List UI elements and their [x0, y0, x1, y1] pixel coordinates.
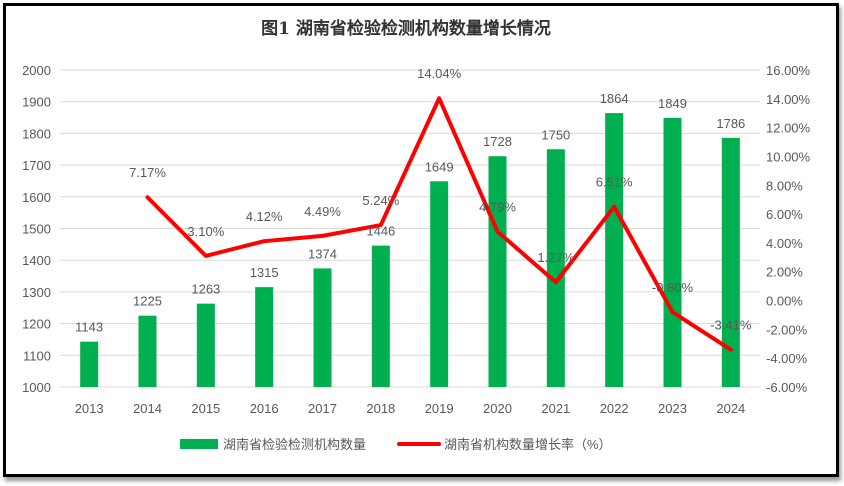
left-tick-label: 2000 [22, 63, 51, 78]
right-tick-label: 0.00% [766, 294, 803, 309]
chart-title: 图1 湖南省检验检测机构数量增长情况 [261, 18, 551, 39]
legend-bar-swatch [180, 439, 218, 449]
right-tick-label: 8.00% [766, 178, 803, 193]
legend-line-label: 湖南省机构数量增长率（%） [444, 437, 612, 452]
left-tick-label: 1100 [23, 348, 51, 363]
line-data-label: 4.12% [246, 209, 283, 224]
bar-data-label: 1263 [191, 282, 220, 297]
left-tick-label: 1500 [22, 222, 51, 237]
bar [488, 156, 507, 387]
line-data-label: 7.17% [129, 165, 166, 180]
right-tick-label: 6.00% [766, 207, 803, 222]
line-data-label: 4.79% [479, 200, 516, 215]
bar [138, 315, 157, 387]
bar-data-label: 1649 [425, 159, 454, 174]
line-data-label: 1.27% [537, 250, 574, 265]
bar-data-label: 1786 [716, 116, 745, 131]
right-tick-label: -6.00% [766, 380, 808, 395]
line-data-label: 6.51% [596, 175, 633, 190]
bar [371, 245, 390, 387]
bar-data-label: 1849 [658, 96, 687, 111]
x-tick-label: 2016 [250, 401, 279, 416]
bar-data-label: 1446 [366, 224, 395, 239]
bar [80, 341, 99, 387]
line-data-label: 3.10% [187, 224, 224, 239]
legend-bar-label: 湖南省检验检测机构数量 [223, 437, 366, 452]
x-tick-label: 2018 [366, 401, 395, 416]
bar-data-label: 1864 [600, 91, 629, 106]
bar [196, 303, 215, 387]
right-tick-label: 16.00% [766, 63, 811, 78]
bar-data-label: 1225 [133, 294, 162, 309]
left-tick-label: 1900 [22, 95, 51, 110]
right-tick-label: 12.00% [766, 121, 811, 136]
x-tick-label: 2021 [541, 401, 570, 416]
bar [255, 287, 274, 387]
right-tick-label: -2.00% [766, 322, 808, 337]
x-tick-label: 2023 [658, 401, 687, 416]
line-data-label: 14.04% [417, 66, 462, 81]
left-tick-label: 1600 [22, 190, 51, 205]
left-tick-label: 1300 [22, 285, 51, 300]
bar-data-label: 1315 [250, 265, 279, 280]
right-tick-label: -4.00% [766, 351, 808, 366]
bar-data-label: 1750 [541, 127, 570, 142]
line-data-label: 4.49% [304, 204, 341, 219]
right-tick-label: 10.00% [766, 149, 811, 164]
bar-data-label: 1728 [483, 134, 512, 149]
bar [313, 268, 332, 387]
chart-frame: 图1 湖南省检验检测机构数量增长情况 1143 1225 1263 1315 1374 1… [3, 3, 839, 477]
right-tick-label: 14.00% [766, 92, 811, 107]
x-tick-label: 2024 [716, 401, 745, 416]
x-tick-label: 2014 [133, 401, 162, 416]
x-tick-label: 2015 [191, 401, 220, 416]
bar [663, 117, 682, 387]
line-data-label: -0.80% [652, 280, 694, 295]
bar-data-label: 1143 [75, 320, 103, 335]
left-tick-label: 1200 [22, 317, 51, 332]
line-data-label: -3.41% [710, 318, 752, 333]
left-tick-label: 1000 [22, 380, 51, 395]
bar [546, 149, 565, 387]
chart: 图1 湖南省检验检测机构数量增长情况 1143 1225 1263 1315 1374 1… [22, 18, 811, 452]
legend: 湖南省检验检测机构数量 湖南省机构数量增长率（%） [180, 437, 612, 452]
right-tick-label: 2.00% [766, 265, 803, 280]
bar [605, 113, 624, 387]
bar [430, 181, 449, 387]
right-tick-label: 4.00% [766, 236, 803, 251]
bar-data-label: 1374 [308, 246, 337, 261]
x-tick-label: 2019 [425, 401, 454, 416]
left-tick-label: 1800 [22, 126, 51, 141]
x-tick-label: 2017 [308, 401, 337, 416]
x-tick-label: 2020 [483, 401, 512, 416]
x-tick-label: 2022 [600, 401, 629, 416]
left-tick-label: 1400 [22, 253, 51, 268]
left-tick-label: 1700 [22, 158, 51, 173]
bar [721, 137, 740, 387]
line-data-label: 5.24% [362, 193, 399, 208]
x-tick-label: 2013 [75, 401, 104, 416]
